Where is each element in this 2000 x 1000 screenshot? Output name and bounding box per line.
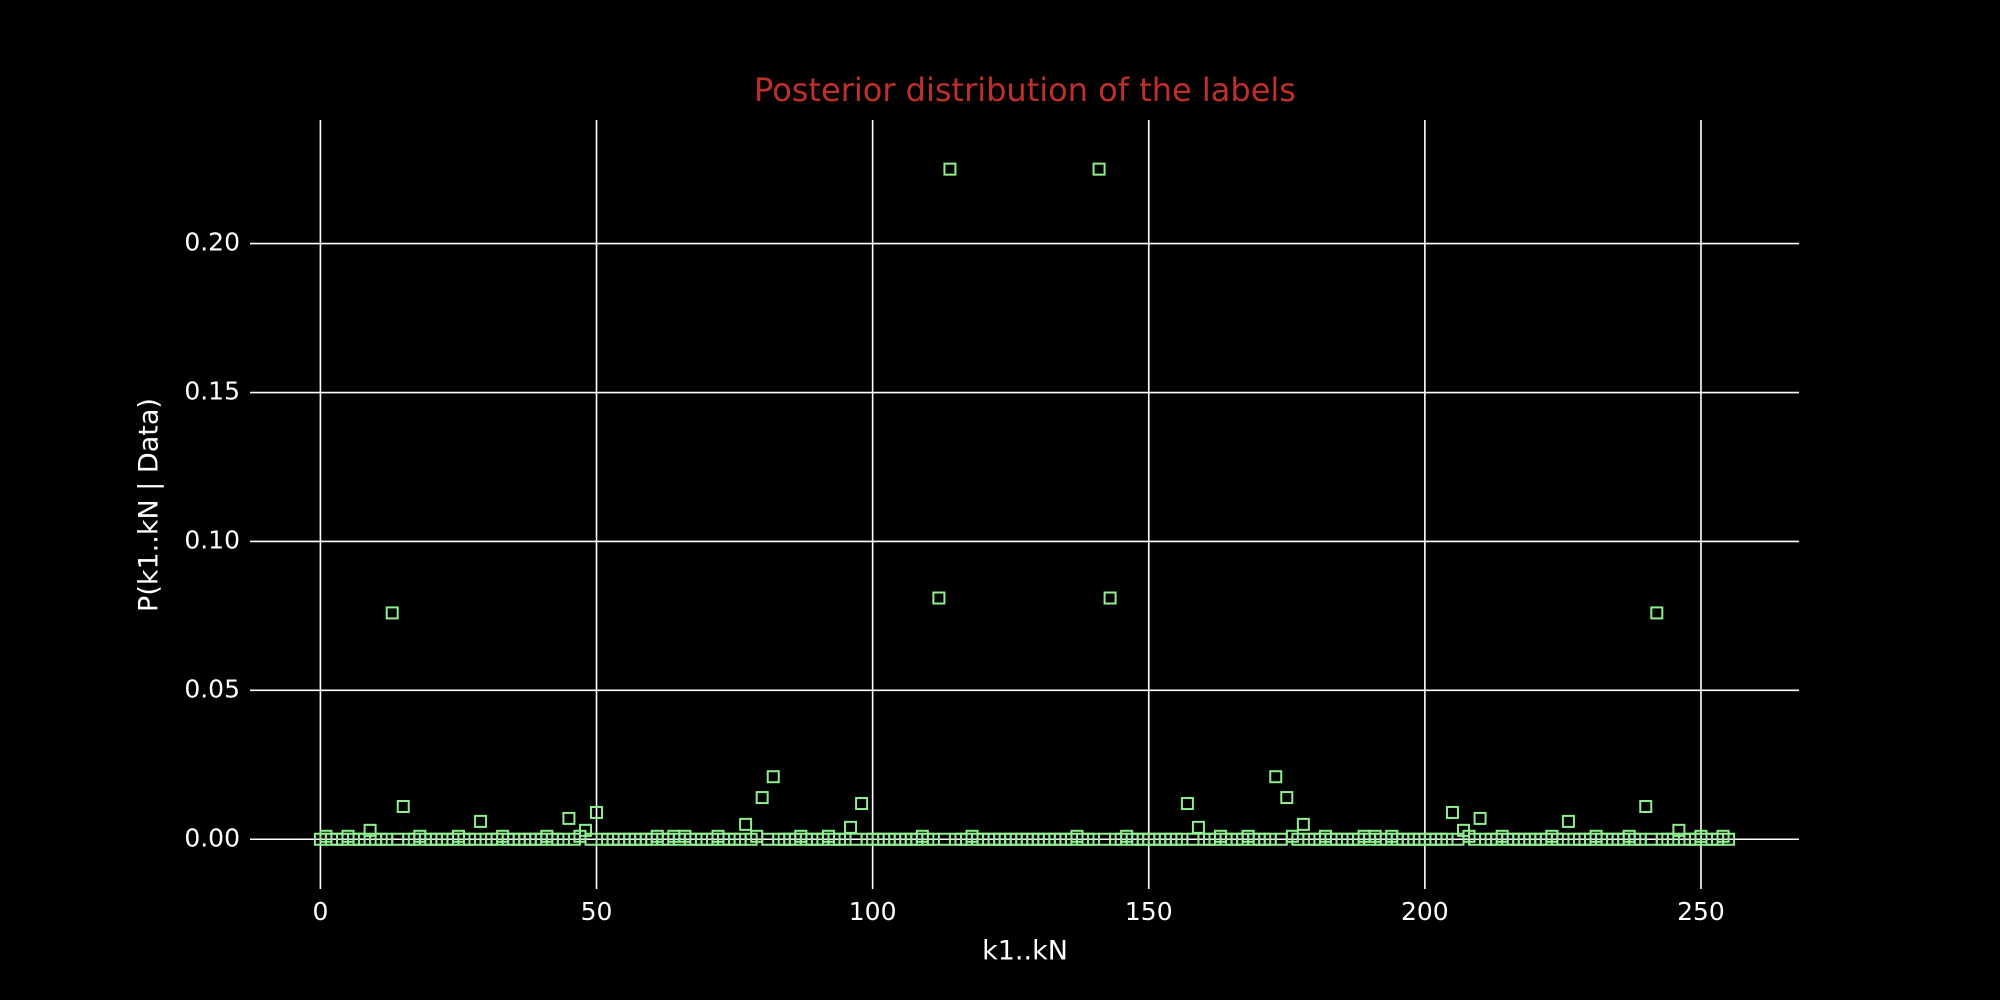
y-tick-label: 0.20 bbox=[184, 228, 240, 257]
x-tick-label: 50 bbox=[581, 897, 613, 926]
point bbox=[474, 814, 488, 828]
y-tick-label: 0.10 bbox=[184, 525, 240, 554]
point bbox=[932, 591, 946, 605]
point bbox=[1561, 814, 1575, 828]
point bbox=[590, 805, 604, 819]
point bbox=[1269, 770, 1283, 784]
x-axis-label: k1..kN bbox=[982, 936, 1068, 967]
point bbox=[1445, 805, 1459, 819]
y-tick-label: 0.00 bbox=[184, 823, 240, 852]
point bbox=[1180, 797, 1194, 811]
point bbox=[396, 800, 410, 814]
point bbox=[562, 811, 576, 825]
x-tick-label: 100 bbox=[849, 897, 897, 926]
point bbox=[1103, 591, 1117, 605]
point bbox=[855, 797, 869, 811]
point bbox=[1473, 811, 1487, 825]
y-tick-label: 0.15 bbox=[184, 377, 240, 406]
point bbox=[1280, 791, 1294, 805]
x-tick-label: 0 bbox=[312, 897, 328, 926]
y-tick-label: 0.05 bbox=[184, 674, 240, 703]
y-axis-label: P(k1..kN | Data) bbox=[134, 398, 165, 612]
point bbox=[739, 817, 753, 831]
chart-title: Posterior distribution of the labels bbox=[754, 71, 1296, 109]
point bbox=[755, 791, 769, 805]
x-tick-label: 150 bbox=[1125, 897, 1173, 926]
x-tick-label: 200 bbox=[1401, 897, 1449, 926]
x-tick-label: 250 bbox=[1677, 897, 1725, 926]
point bbox=[766, 770, 780, 784]
point bbox=[1296, 817, 1310, 831]
point bbox=[943, 162, 957, 176]
point bbox=[1650, 606, 1664, 620]
point bbox=[385, 606, 399, 620]
point bbox=[1722, 832, 1736, 846]
point bbox=[1639, 800, 1653, 814]
point bbox=[1092, 162, 1106, 176]
